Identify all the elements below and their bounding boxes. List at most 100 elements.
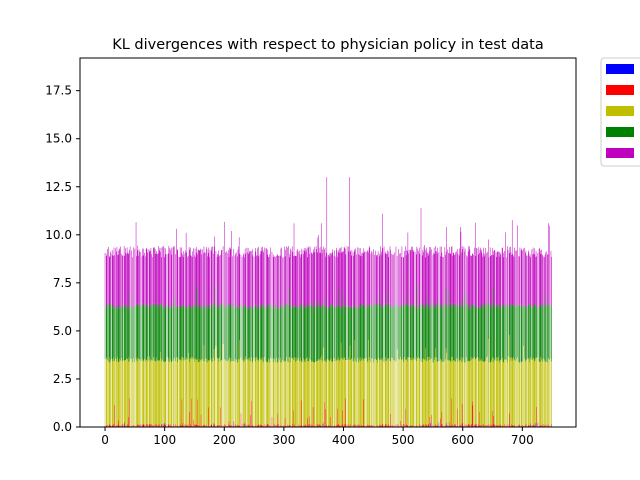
bar-segment-series-2 xyxy=(218,424,220,427)
bar-segment-series-3 xyxy=(357,358,359,425)
bar-segment-series-2 xyxy=(324,426,326,427)
bar-segment-series-2 xyxy=(329,426,331,427)
bar-segment-series-2 xyxy=(326,425,328,427)
bar-segment-series-4 xyxy=(524,305,525,359)
bar-segment-series-3 xyxy=(111,358,113,425)
bar-segment-series-3 xyxy=(312,361,314,408)
bar-segment-series-2 xyxy=(460,424,461,427)
bar-segment-series-3 xyxy=(412,360,413,426)
bar-segment-series-4 xyxy=(117,306,118,357)
bar-segment-series-4 xyxy=(353,305,355,358)
bar-segment-series-5 xyxy=(383,246,385,306)
bar-segment-series-4 xyxy=(488,302,490,363)
bar-segment-series-3 xyxy=(362,358,363,427)
bar-segment-series-2 xyxy=(422,425,424,427)
bar-segment-series-5 xyxy=(228,256,230,307)
bar-segment-series-2 xyxy=(241,424,243,427)
bar-segment-series-5 xyxy=(480,249,482,306)
bar-segment-series-5 xyxy=(201,254,202,306)
bar-segment-series-2 xyxy=(252,424,254,427)
bar-segment-series-5 xyxy=(446,249,448,307)
bar-segment-series-3 xyxy=(408,356,410,427)
bar-segment-series-1 xyxy=(449,425,450,427)
bar-segment-series-3 xyxy=(522,361,523,426)
bar-segment-series-5 xyxy=(429,247,430,307)
bar-segment-series-5 xyxy=(506,257,508,306)
bar-segment-series-4 xyxy=(441,308,443,363)
bar-segment-series-5 xyxy=(278,255,280,308)
bar-segment-series-4 xyxy=(342,305,344,358)
bar-segment-series-5 xyxy=(128,252,130,293)
bar-segment-series-4 xyxy=(450,304,452,361)
bar-segment-series-3 xyxy=(243,359,245,425)
bar-segment-series-4 xyxy=(266,307,267,363)
bar-segment-series-2 xyxy=(204,424,205,427)
bar-segment-series-2 xyxy=(452,426,454,427)
bar-segment-series-5 xyxy=(503,252,504,307)
bar-segment-series-4 xyxy=(547,303,549,358)
bar-segment-series-5 xyxy=(379,256,381,293)
bar-segment-series-5 xyxy=(144,252,145,307)
bar-segment-series-4 xyxy=(230,303,232,359)
bar-segment-series-5 xyxy=(423,252,424,308)
bar-segment-series-3 xyxy=(499,360,500,425)
bar-segment-series-5 xyxy=(514,250,516,307)
bar-segment-series-5 xyxy=(277,255,279,308)
bar-segment-series-4 xyxy=(466,303,467,358)
bar-segment-series-3 xyxy=(132,362,133,426)
bar-segment-series-4 xyxy=(485,304,486,361)
bar-segment-series-4 xyxy=(221,304,223,361)
bar-segment-series-5 xyxy=(476,248,478,309)
bar-segment-series-5 xyxy=(499,251,500,304)
bar-segment-series-5 xyxy=(538,249,540,306)
bar-segment-series-4 xyxy=(343,308,344,360)
bar-segment-series-5 xyxy=(381,251,382,308)
bar-segment-series-3 xyxy=(369,357,370,426)
bar-segment-series-4 xyxy=(449,303,451,362)
bar-segment-series-3 xyxy=(411,360,412,426)
bar-segment-series-2 xyxy=(451,398,452,426)
bar-segment-series-3 xyxy=(533,358,534,425)
bar-segment-series-5 xyxy=(113,247,115,307)
bar-segment-series-3 xyxy=(543,358,545,425)
bar-segment-series-5 xyxy=(369,246,370,306)
bar-segment-series-2 xyxy=(482,423,484,427)
bar-segment-series-3 xyxy=(452,360,454,427)
bar-segment-series-4 xyxy=(156,303,157,358)
bar-segment-series-3 xyxy=(442,361,443,425)
bar-segment-series-3 xyxy=(445,348,447,427)
bar-segment-series-4 xyxy=(320,308,322,360)
bar-segment-series-2 xyxy=(475,425,476,427)
bar-segment-series-4 xyxy=(271,304,273,359)
bar-segment-series-3 xyxy=(476,357,477,425)
bar-segment-series-4 xyxy=(163,308,165,362)
bar-segment-series-5 xyxy=(108,246,109,305)
bar-segment-series-3 xyxy=(157,360,159,427)
bar-segment-series-2 xyxy=(358,424,360,427)
bar-segment-series-1 xyxy=(322,424,324,427)
bar-segment-series-3 xyxy=(209,360,210,426)
bar-segment-series-3 xyxy=(448,359,450,426)
bar-segment-series-3 xyxy=(535,357,537,427)
bar-segment-series-3 xyxy=(161,361,162,424)
bar-segment-series-2 xyxy=(510,425,512,427)
bar-segment-series-5 xyxy=(109,256,111,306)
bar-segment-series-1 xyxy=(164,423,165,427)
bar-segment-series-5 xyxy=(385,251,387,305)
bar-segment-series-4 xyxy=(179,305,181,361)
bar-segment-series-3 xyxy=(108,361,109,426)
bar-segment-series-5 xyxy=(280,255,281,307)
y-tick-label: 15.0 xyxy=(45,132,72,146)
bar-segment-series-2 xyxy=(350,424,351,427)
bar-segment-series-3 xyxy=(188,352,189,425)
bar-segment-series-2 xyxy=(434,425,435,427)
bar-segment-series-3 xyxy=(492,362,494,425)
bar-segment-series-3 xyxy=(154,361,156,424)
bar-segment-series-4 xyxy=(193,306,194,359)
bar-segment-series-4 xyxy=(117,307,119,362)
bar-segment-series-2 xyxy=(309,423,311,427)
bar-segment-series-3 xyxy=(382,358,383,425)
bar-segment-series-2 xyxy=(159,424,160,427)
bar-segment-series-5 xyxy=(445,255,446,304)
bar-segment-series-3 xyxy=(145,359,147,427)
